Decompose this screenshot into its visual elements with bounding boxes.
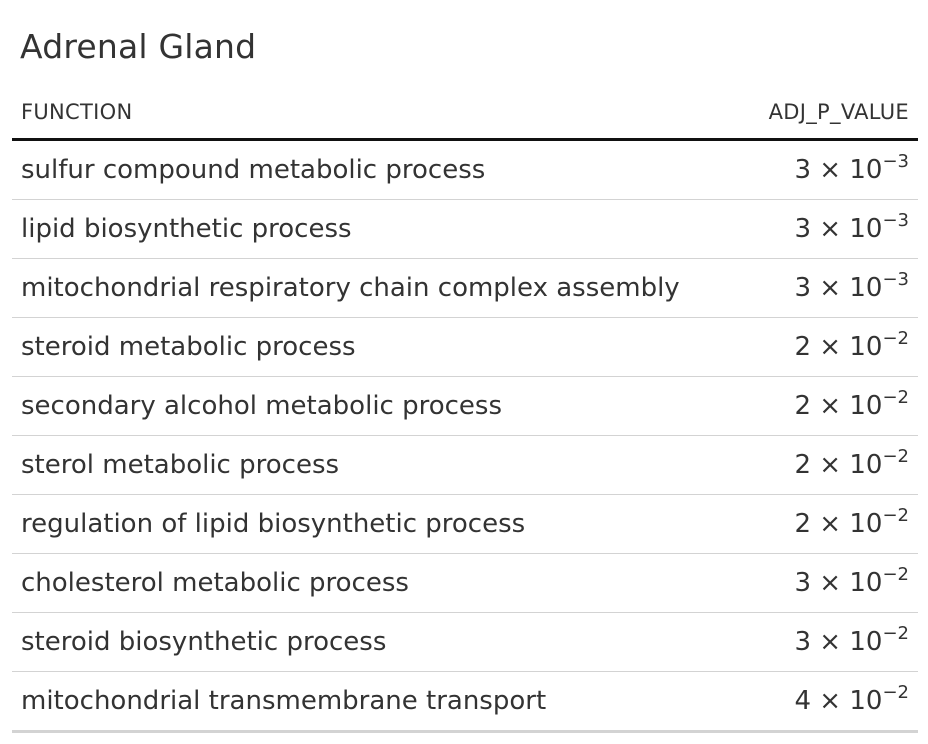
table-row: sterol metabolic process 2 × 10−2	[12, 435, 918, 495]
p-value-cell: 3 × 10−2	[746, 612, 918, 672]
p-value-exponent: −3	[882, 210, 909, 231]
p-value-mantissa: 3 × 10	[794, 627, 883, 657]
table-row: steroid metabolic process 2 × 10−2	[12, 317, 918, 377]
p-value-cell: 3 × 10−3	[746, 139, 918, 200]
function-cell: sterol metabolic process	[12, 435, 747, 495]
p-value-cell: 2 × 10−2	[746, 317, 918, 377]
p-value-cell: 2 × 10−2	[746, 376, 918, 436]
p-value-exponent: −2	[882, 682, 909, 703]
function-cell: lipid biosynthetic process	[12, 199, 747, 259]
p-value-mantissa: 3 × 10	[794, 155, 883, 185]
table-row: mitochondrial transmembrane transport 4 …	[12, 671, 918, 733]
function-table: FUNCTION ADJ_P_VALUE sulfur compound met…	[12, 86, 918, 733]
table-body: sulfur compound metabolic process 3 × 10…	[12, 139, 918, 733]
p-value-mantissa: 3 × 10	[794, 214, 883, 244]
p-value-cell: 4 × 10−2	[746, 671, 918, 733]
function-cell: mitochondrial transmembrane transport	[12, 671, 747, 733]
function-cell: mitochondrial respiratory chain complex …	[12, 258, 747, 318]
p-value-exponent: −2	[882, 564, 909, 585]
function-cell: secondary alcohol metabolic process	[12, 376, 747, 436]
table-row: sulfur compound metabolic process 3 × 10…	[12, 139, 918, 200]
p-value-cell: 3 × 10−2	[746, 553, 918, 613]
table-row: cholesterol metabolic process 3 × 10−2	[12, 553, 918, 613]
p-value-mantissa: 3 × 10	[794, 273, 883, 303]
function-cell: sulfur compound metabolic process	[12, 139, 747, 200]
p-value-exponent: −2	[882, 328, 909, 349]
p-value-exponent: −2	[882, 505, 909, 526]
function-cell: regulation of lipid biosynthetic process	[12, 494, 747, 554]
table-title: Adrenal Gland	[20, 27, 257, 66]
function-cell: steroid biosynthetic process	[12, 612, 747, 672]
p-value-mantissa: 2 × 10	[794, 450, 883, 480]
column-header-function: FUNCTION	[12, 86, 747, 141]
table-row: steroid biosynthetic process 3 × 10−2	[12, 612, 918, 672]
p-value-cell: 2 × 10−2	[746, 494, 918, 554]
p-value-cell: 3 × 10−3	[746, 199, 918, 259]
column-header-adj-p-value: ADJ_P_VALUE	[746, 86, 918, 141]
p-value-exponent: −3	[882, 151, 909, 172]
p-value-exponent: −2	[882, 446, 909, 467]
p-value-cell: 2 × 10−2	[746, 435, 918, 495]
p-value-mantissa: 4 × 10	[794, 686, 883, 716]
function-cell: steroid metabolic process	[12, 317, 747, 377]
p-value-mantissa: 2 × 10	[794, 509, 883, 539]
p-value-exponent: −2	[882, 387, 909, 408]
p-value-mantissa: 3 × 10	[794, 568, 883, 598]
p-value-exponent: −2	[882, 623, 909, 644]
table-row: mitochondrial respiratory chain complex …	[12, 258, 918, 318]
table-row: lipid biosynthetic process 3 × 10−3	[12, 199, 918, 259]
p-value-cell: 3 × 10−3	[746, 258, 918, 318]
table-row: secondary alcohol metabolic process 2 × …	[12, 376, 918, 436]
function-cell: cholesterol metabolic process	[12, 553, 747, 613]
p-value-mantissa: 2 × 10	[794, 332, 883, 362]
header-row: FUNCTION ADJ_P_VALUE	[12, 86, 918, 141]
table-row: regulation of lipid biosynthetic process…	[12, 494, 918, 554]
p-value-mantissa: 2 × 10	[794, 391, 883, 421]
p-value-exponent: −3	[882, 269, 909, 290]
